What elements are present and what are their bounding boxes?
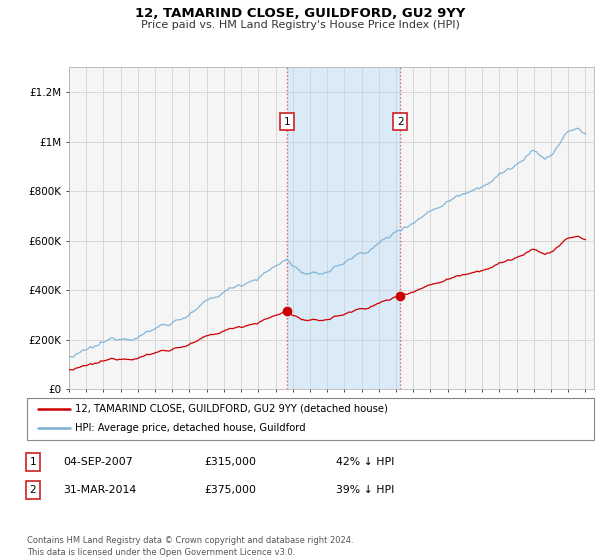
Text: HPI: Average price, detached house, Guildford: HPI: Average price, detached house, Guil…	[75, 423, 306, 433]
Text: 2: 2	[397, 116, 404, 127]
Text: 1: 1	[29, 457, 37, 467]
Text: 42% ↓ HPI: 42% ↓ HPI	[336, 457, 394, 467]
Text: £375,000: £375,000	[204, 485, 256, 495]
Text: 04-SEP-2007: 04-SEP-2007	[63, 457, 133, 467]
Text: 12, TAMARIND CLOSE, GUILDFORD, GU2 9YY (detached house): 12, TAMARIND CLOSE, GUILDFORD, GU2 9YY (…	[75, 404, 388, 414]
Text: Contains HM Land Registry data © Crown copyright and database right 2024.
This d: Contains HM Land Registry data © Crown c…	[27, 536, 353, 557]
Text: 1: 1	[284, 116, 290, 127]
Text: 39% ↓ HPI: 39% ↓ HPI	[336, 485, 394, 495]
Text: 12, TAMARIND CLOSE, GUILDFORD, GU2 9YY: 12, TAMARIND CLOSE, GUILDFORD, GU2 9YY	[135, 7, 465, 20]
FancyBboxPatch shape	[27, 398, 594, 440]
Text: Price paid vs. HM Land Registry's House Price Index (HPI): Price paid vs. HM Land Registry's House …	[140, 20, 460, 30]
Text: 31-MAR-2014: 31-MAR-2014	[63, 485, 136, 495]
Bar	[287, 67, 400, 389]
Text: 2: 2	[29, 485, 37, 495]
Text: £315,000: £315,000	[204, 457, 256, 467]
